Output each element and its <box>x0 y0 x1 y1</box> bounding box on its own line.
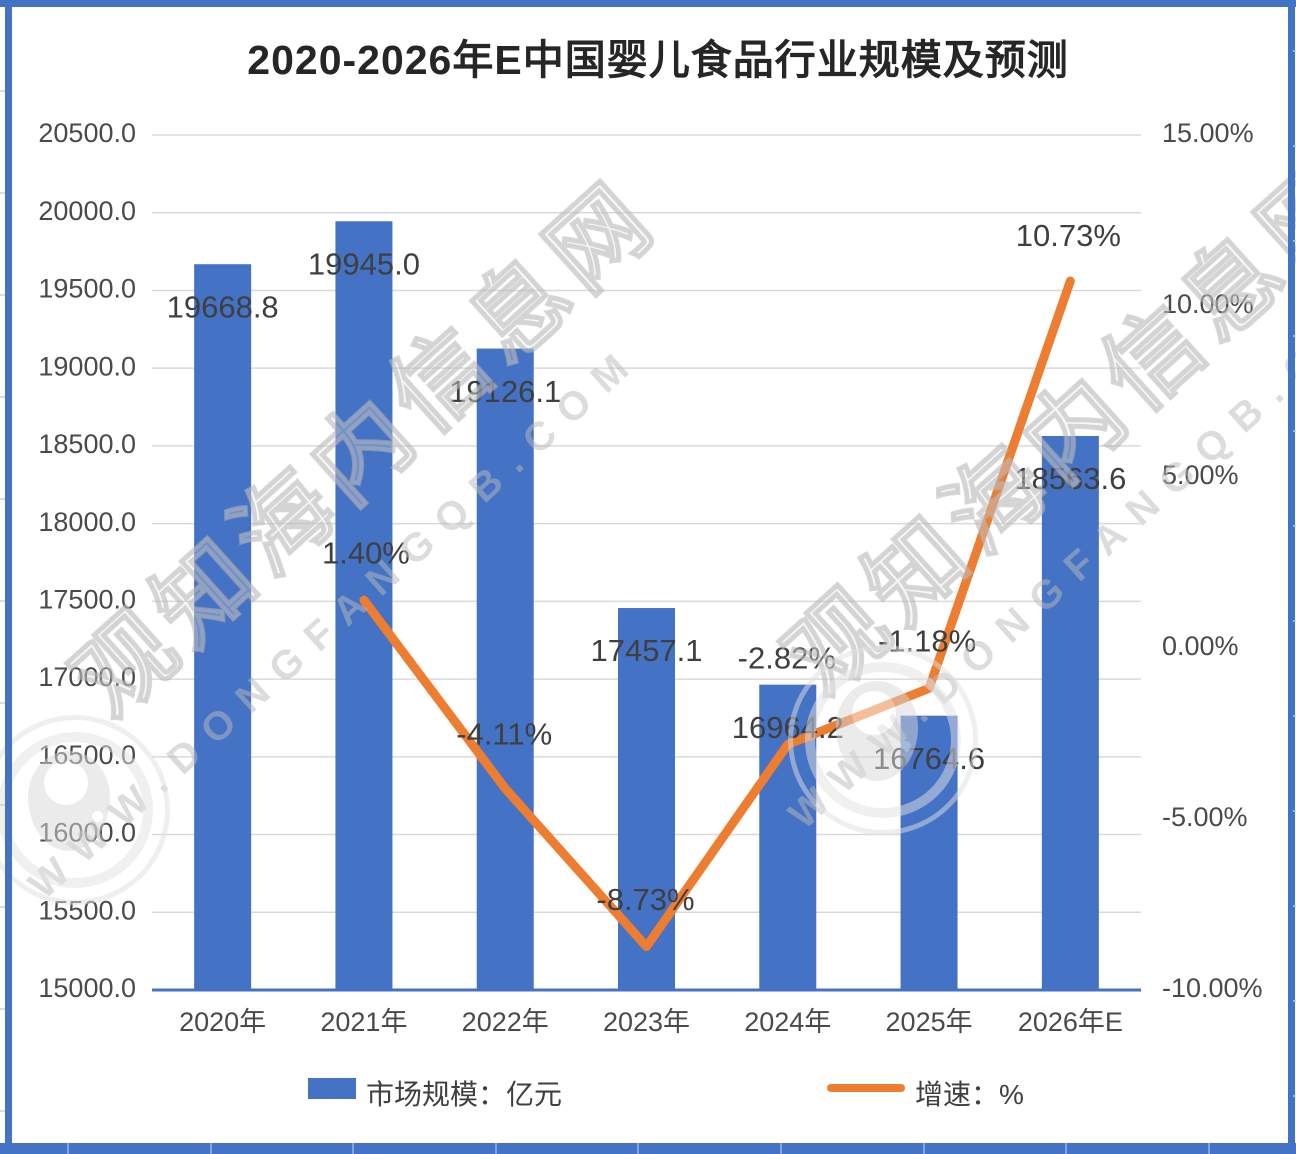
y-axis-label-left: 20500.0 <box>38 118 136 148</box>
edge-tick <box>0 600 5 602</box>
strip-divider <box>67 1143 69 1154</box>
chart-frame-left <box>5 0 12 1148</box>
y-axis-label-left: 15000.0 <box>38 973 136 1003</box>
bar-value-label: 16764.6 <box>873 741 985 776</box>
edge-tick <box>0 294 5 296</box>
y-axis-label-right: -10.00% <box>1162 973 1263 1003</box>
x-axis-label: 2025年 <box>886 1007 973 1037</box>
bar-2026年E <box>1041 436 1099 990</box>
strip-divider <box>1208 1143 1210 1154</box>
edge-tick <box>1293 335 1296 337</box>
y-axis-label-left: 15500.0 <box>38 895 136 925</box>
y-axis-label-right: 0.00% <box>1162 631 1239 661</box>
edge-tick <box>1293 240 1296 242</box>
edge-tick <box>1293 1095 1296 1097</box>
x-axis-label: 2023年 <box>603 1007 690 1037</box>
edge-tick <box>1293 525 1296 527</box>
edge-tick <box>1293 145 1296 147</box>
growth-value-label: 10.73% <box>1016 218 1121 253</box>
x-axis-label: 2021年 <box>320 1007 407 1037</box>
bar-2022年 <box>476 348 534 991</box>
edge-tick <box>1293 810 1296 812</box>
x-axis-label: 2020年 <box>179 1007 266 1037</box>
edge-tick <box>1293 620 1296 622</box>
edge-tick <box>1293 715 1296 717</box>
x-axis-label: 2022年 <box>462 1007 549 1037</box>
y-axis-label-left: 19500.0 <box>38 274 136 304</box>
strip-divider <box>1065 1143 1067 1154</box>
edge-tick <box>0 192 5 194</box>
chart-title: 2020-2026年E中国婴儿食品行业规模及预测 <box>247 37 1069 83</box>
edge-tick <box>0 1110 5 1112</box>
edge-tick <box>1293 1000 1296 1002</box>
y-axis-label-left: 16500.0 <box>38 740 136 770</box>
edge-tick <box>0 804 5 806</box>
y-axis-label-right: -5.00% <box>1162 802 1248 832</box>
edge-tick <box>1293 430 1296 432</box>
bar-2020年 <box>194 264 252 990</box>
growth-value-label: -1.18% <box>878 624 976 659</box>
growth-value-label: -8.73% <box>596 882 694 917</box>
growth-value-label: -4.11% <box>456 717 552 752</box>
legend-bar-swatch <box>308 1078 356 1099</box>
y-axis-label-right: 5.00% <box>1162 460 1239 490</box>
edge-tick <box>0 702 5 704</box>
bar-value-label: 16964.2 <box>732 710 844 745</box>
y-axis-label-left: 18500.0 <box>38 429 136 459</box>
edge-tick <box>1293 905 1296 907</box>
bar-value-label: 19126.1 <box>449 374 561 409</box>
edge-tick <box>0 906 5 908</box>
strip-divider <box>923 1143 925 1154</box>
strip-divider <box>210 1143 212 1154</box>
y-axis-label-right: 10.00% <box>1162 289 1254 319</box>
strip-divider <box>495 1143 497 1154</box>
growth-line <box>359 276 1075 952</box>
strip-divider <box>780 1143 782 1154</box>
y-axis-label-left: 19000.0 <box>38 351 136 381</box>
legend-line-swatch <box>827 1084 905 1092</box>
chart-frame-right <box>1288 0 1295 1143</box>
growth-value-label: -2.82% <box>738 641 836 676</box>
y-axis-label-left: 17500.0 <box>38 584 136 614</box>
growth-value-label: 1.40% <box>322 535 410 570</box>
bar-value-label: 18563.6 <box>1014 461 1126 496</box>
y-axis-label-left: 16000.0 <box>38 818 136 848</box>
edge-tick <box>0 90 5 92</box>
edge-tick <box>0 498 5 500</box>
y-axis-label-left: 18000.0 <box>38 507 136 537</box>
legend-line-label: 增速：% <box>915 1079 1024 1110</box>
bar-value-label: 19945.0 <box>308 246 420 281</box>
edge-tick <box>0 1008 5 1010</box>
bar-value-label: 19668.8 <box>167 289 279 324</box>
strip-divider <box>637 1143 639 1154</box>
chart-frame-top <box>0 0 1296 7</box>
strip-divider <box>352 1143 354 1154</box>
x-axis-label: 2026年E <box>1018 1007 1123 1037</box>
window-bottom-strip <box>0 1143 1296 1154</box>
y-axis-label-left: 20000.0 <box>38 196 136 226</box>
y-axis-label-left: 17000.0 <box>38 662 136 692</box>
bar-value-label: 17457.1 <box>590 633 702 668</box>
edge-tick <box>0 396 5 398</box>
y-axis-label-right: 15.00% <box>1162 118 1254 148</box>
legend-bar-label: 市场规模：亿元 <box>366 1079 563 1110</box>
edge-tick <box>1293 50 1296 52</box>
x-axis-label: 2024年 <box>744 1007 831 1037</box>
